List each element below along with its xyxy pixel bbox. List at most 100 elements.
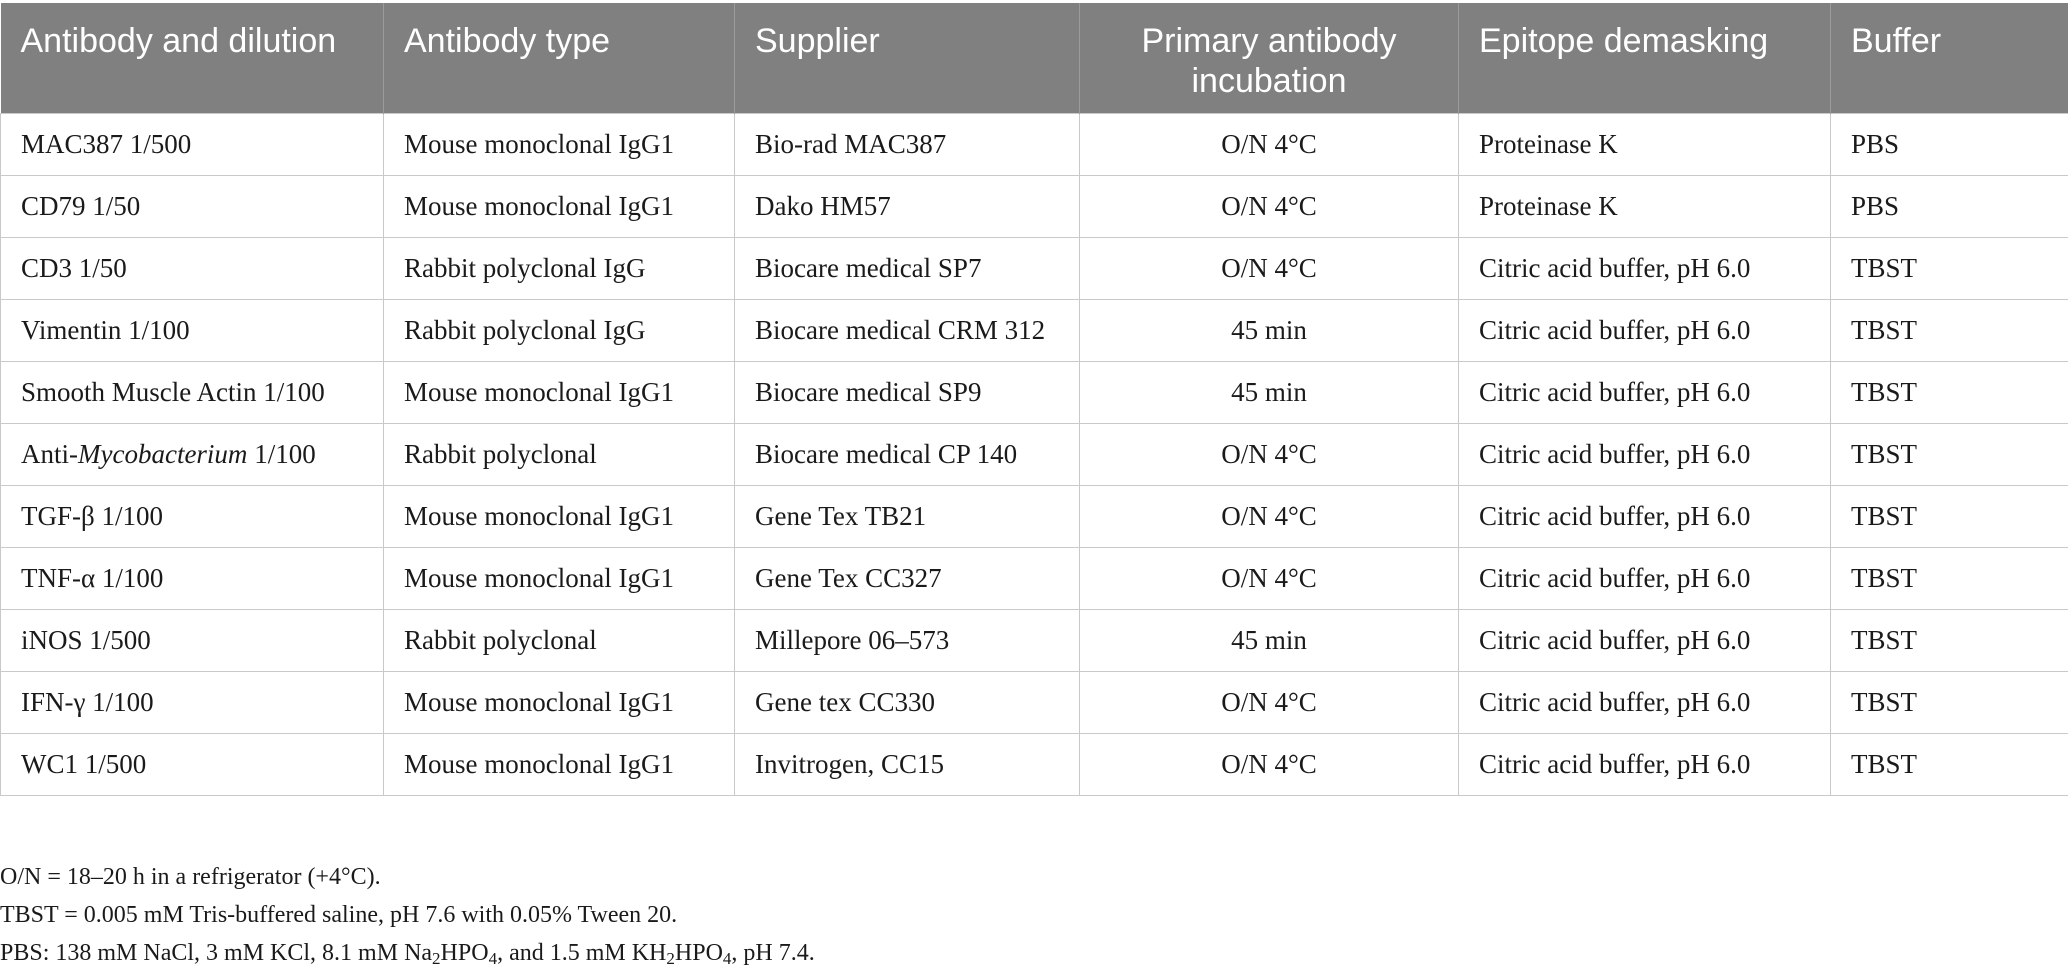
cell-type: Mouse monoclonal IgG1 bbox=[384, 547, 735, 609]
cell-demasking: Citric acid buffer, pH 6.0 bbox=[1459, 609, 1831, 671]
cell-demasking: Citric acid buffer, pH 6.0 bbox=[1459, 547, 1831, 609]
subscript: 4 bbox=[489, 949, 498, 968]
cell-buffer: TBST bbox=[1831, 609, 2068, 671]
table-body: MAC387 1/500 Mouse monoclonal IgG1 Bio-r… bbox=[1, 113, 2068, 795]
cell-buffer: PBS bbox=[1831, 175, 2068, 237]
cell-type: Mouse monoclonal IgG1 bbox=[384, 113, 735, 175]
antibody-prefix: Anti- bbox=[21, 439, 78, 469]
cell-antibody: CD79 1/50 bbox=[1, 175, 384, 237]
table-row: IFN-γ 1/100 Mouse monoclonal IgG1 Gene t… bbox=[1, 671, 2068, 733]
subscript: 2 bbox=[666, 949, 675, 968]
cell-demasking: Citric acid buffer, pH 6.0 bbox=[1459, 299, 1831, 361]
cell-type: Mouse monoclonal IgG1 bbox=[384, 671, 735, 733]
cell-antibody: Smooth Muscle Actin 1/100 bbox=[1, 361, 384, 423]
cell-type: Rabbit polyclonal bbox=[384, 423, 735, 485]
cell-supplier: Biocare medical CP 140 bbox=[735, 423, 1080, 485]
cell-antibody: iNOS 1/500 bbox=[1, 609, 384, 671]
cell-type: Mouse monoclonal IgG1 bbox=[384, 175, 735, 237]
cell-incubation: O/N 4°C bbox=[1080, 733, 1459, 795]
header-primary-incubation: Primary antibody incubation bbox=[1080, 3, 1459, 113]
cell-supplier: Biocare medical SP9 bbox=[735, 361, 1080, 423]
cell-type: Rabbit polyclonal IgG bbox=[384, 299, 735, 361]
cell-buffer: TBST bbox=[1831, 237, 2068, 299]
cell-demasking: Proteinase K bbox=[1459, 113, 1831, 175]
cell-incubation: 45 min bbox=[1080, 299, 1459, 361]
cell-type: Mouse monoclonal IgG1 bbox=[384, 733, 735, 795]
cell-supplier: Gene tex CC330 bbox=[735, 671, 1080, 733]
table-row: MAC387 1/500 Mouse monoclonal IgG1 Bio-r… bbox=[1, 113, 2068, 175]
footnote-on: O/N = 18–20 h in a refrigerator (+4°C). bbox=[0, 858, 815, 896]
cell-demasking: Citric acid buffer, pH 6.0 bbox=[1459, 671, 1831, 733]
footnote-pbs-text: PBS: 138 mM NaCl, 3 mM KCl, 8.1 mM Na bbox=[0, 940, 432, 966]
table-row: WC1 1/500 Mouse monoclonal IgG1 Invitrog… bbox=[1, 733, 2068, 795]
cell-antibody: TNF-α 1/100 bbox=[1, 547, 384, 609]
table-row: Vimentin 1/100 Rabbit polyclonal IgG Bio… bbox=[1, 299, 2068, 361]
header-epitope-demasking: Epitope demasking bbox=[1459, 3, 1831, 113]
cell-antibody: MAC387 1/500 bbox=[1, 113, 384, 175]
footnote-pbs: PBS: 138 mM NaCl, 3 mM KCl, 8.1 mM Na2HP… bbox=[0, 934, 815, 978]
cell-incubation: O/N 4°C bbox=[1080, 671, 1459, 733]
cell-type: Mouse monoclonal IgG1 bbox=[384, 361, 735, 423]
table-row: Anti-Mycobacterium 1/100 Rabbit polyclon… bbox=[1, 423, 2068, 485]
cell-antibody: Vimentin 1/100 bbox=[1, 299, 384, 361]
table-row: iNOS 1/500 Rabbit polyclonal Millepore 0… bbox=[1, 609, 2068, 671]
cell-incubation: 45 min bbox=[1080, 609, 1459, 671]
antibody-italic-name: Mycobacterium bbox=[78, 439, 247, 469]
cell-buffer: PBS bbox=[1831, 113, 2068, 175]
cell-buffer: TBST bbox=[1831, 361, 2068, 423]
cell-supplier: Biocare medical CRM 312 bbox=[735, 299, 1080, 361]
footnote-pbs-text: , pH 7.4. bbox=[731, 940, 814, 966]
header-supplier: Supplier bbox=[735, 3, 1080, 113]
cell-incubation: O/N 4°C bbox=[1080, 237, 1459, 299]
cell-buffer: TBST bbox=[1831, 733, 2068, 795]
cell-incubation: O/N 4°C bbox=[1080, 547, 1459, 609]
header-antibody-type: Antibody type bbox=[384, 3, 735, 113]
cell-buffer: TBST bbox=[1831, 671, 2068, 733]
cell-supplier: Biocare medical SP7 bbox=[735, 237, 1080, 299]
footnote-tbst: TBST = 0.005 mM Tris-buffered saline, pH… bbox=[0, 896, 815, 934]
table-row: TGF-β 1/100 Mouse monoclonal IgG1 Gene T… bbox=[1, 485, 2068, 547]
cell-demasking: Citric acid buffer, pH 6.0 bbox=[1459, 733, 1831, 795]
table-row: CD3 1/50 Rabbit polyclonal IgG Biocare m… bbox=[1, 237, 2068, 299]
cell-buffer: TBST bbox=[1831, 485, 2068, 547]
cell-antibody: WC1 1/500 bbox=[1, 733, 384, 795]
footnote-pbs-text: , and 1.5 mM KH bbox=[497, 940, 666, 966]
cell-supplier: Millepore 06–573 bbox=[735, 609, 1080, 671]
cell-type: Rabbit polyclonal IgG bbox=[384, 237, 735, 299]
table-row: TNF-α 1/100 Mouse monoclonal IgG1 Gene T… bbox=[1, 547, 2068, 609]
header-buffer: Buffer bbox=[1831, 3, 2068, 113]
cell-incubation: O/N 4°C bbox=[1080, 423, 1459, 485]
table-row: Smooth Muscle Actin 1/100 Mouse monoclon… bbox=[1, 361, 2068, 423]
cell-antibody: TGF-β 1/100 bbox=[1, 485, 384, 547]
cell-demasking: Citric acid buffer, pH 6.0 bbox=[1459, 423, 1831, 485]
cell-antibody: Anti-Mycobacterium 1/100 bbox=[1, 423, 384, 485]
footnote-pbs-text: HPO bbox=[441, 940, 489, 966]
antibody-table: Antibody and dilution Antibody type Supp… bbox=[0, 3, 2068, 796]
cell-supplier: Bio-rad MAC387 bbox=[735, 113, 1080, 175]
cell-demasking: Citric acid buffer, pH 6.0 bbox=[1459, 485, 1831, 547]
cell-incubation: O/N 4°C bbox=[1080, 113, 1459, 175]
header-antibody-dilution: Antibody and dilution bbox=[1, 3, 384, 113]
table-header: Antibody and dilution Antibody type Supp… bbox=[1, 3, 2068, 113]
cell-demasking: Citric acid buffer, pH 6.0 bbox=[1459, 361, 1831, 423]
cell-buffer: TBST bbox=[1831, 299, 2068, 361]
cell-buffer: TBST bbox=[1831, 547, 2068, 609]
cell-incubation: O/N 4°C bbox=[1080, 485, 1459, 547]
cell-buffer: TBST bbox=[1831, 423, 2068, 485]
cell-supplier: Gene Tex CC327 bbox=[735, 547, 1080, 609]
cell-type: Rabbit polyclonal bbox=[384, 609, 735, 671]
cell-supplier: Invitrogen, CC15 bbox=[735, 733, 1080, 795]
header-row: Antibody and dilution Antibody type Supp… bbox=[1, 3, 2068, 113]
table-footnotes: O/N = 18–20 h in a refrigerator (+4°C). … bbox=[0, 858, 815, 978]
footnote-pbs-text: HPO bbox=[675, 940, 723, 966]
cell-demasking: Citric acid buffer, pH 6.0 bbox=[1459, 237, 1831, 299]
cell-supplier: Dako HM57 bbox=[735, 175, 1080, 237]
subscript: 2 bbox=[432, 949, 441, 968]
cell-antibody: IFN-γ 1/100 bbox=[1, 671, 384, 733]
antibody-suffix: 1/100 bbox=[247, 439, 315, 469]
cell-supplier: Gene Tex TB21 bbox=[735, 485, 1080, 547]
table-row: CD79 1/50 Mouse monoclonal IgG1 Dako HM5… bbox=[1, 175, 2068, 237]
cell-type: Mouse monoclonal IgG1 bbox=[384, 485, 735, 547]
cell-antibody: CD3 1/50 bbox=[1, 237, 384, 299]
cell-incubation: O/N 4°C bbox=[1080, 175, 1459, 237]
